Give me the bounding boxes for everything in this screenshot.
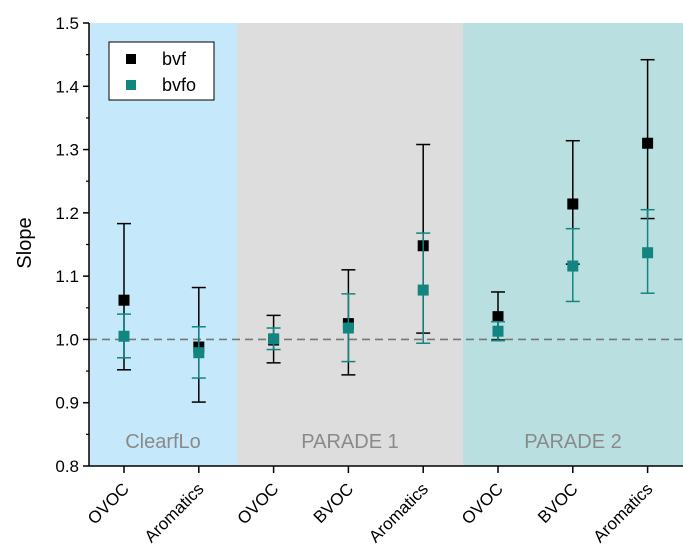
y-tick-label: 1.0: [55, 330, 79, 349]
legend-marker-bvfo: [126, 80, 136, 90]
region-parade-1: [237, 23, 463, 466]
y-tick-label: 1.1: [55, 267, 79, 286]
legend-box: [108, 41, 215, 101]
legend-label-bvfo: bvfo: [162, 75, 196, 95]
data-point: [642, 137, 654, 149]
series-bvfo: [117, 208, 655, 379]
y-tick-label: 1.2: [55, 204, 79, 223]
data-point: [642, 247, 654, 259]
x-tick-label: OVOC: [84, 479, 133, 528]
data-point: [342, 322, 354, 334]
data-point: [492, 325, 504, 337]
x-tick-label: BVOC: [534, 479, 582, 527]
data-point: [193, 347, 205, 359]
x-tick-label: Aromatics: [141, 479, 208, 546]
x-tick-label: Aromatics: [365, 479, 432, 546]
data-point: [417, 284, 429, 296]
data-point: [567, 260, 579, 272]
region-label: ClearfLo: [125, 431, 201, 453]
data-marks: [117, 58, 655, 403]
y-tick-label: 1.4: [55, 77, 79, 96]
x-tick-label: BVOC: [310, 479, 358, 527]
data-point: [492, 311, 504, 323]
x-tick-label: Aromatics: [590, 479, 657, 546]
x-tick-label: OVOC: [234, 479, 283, 528]
y-axis-title: Slope: [14, 217, 36, 268]
legend: bvf bvfo: [108, 41, 215, 101]
data-point: [118, 294, 130, 306]
x-tick-label: OVOC: [458, 479, 507, 528]
data-point: [268, 333, 280, 345]
y-tick-label: 0.9: [55, 394, 79, 413]
region-label: PARADE 1: [301, 431, 398, 453]
data-point: [567, 198, 579, 210]
y-tick-label: 1.3: [55, 141, 79, 160]
y-tick-label: 1.5: [55, 14, 79, 33]
data-point: [118, 330, 130, 342]
region-label: PARADE 2: [524, 431, 621, 453]
legend-marker-bvf: [126, 54, 136, 64]
legend-label-bvf: bvf: [162, 49, 187, 69]
y-tick-label: 0.8: [55, 457, 79, 476]
